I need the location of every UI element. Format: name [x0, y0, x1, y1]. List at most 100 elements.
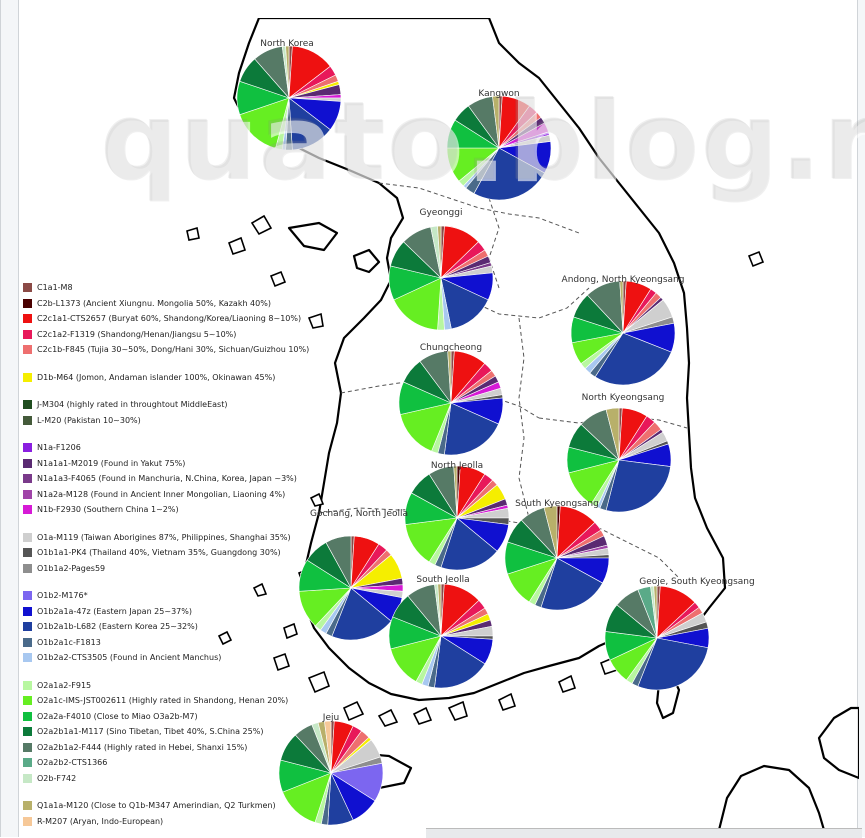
pie-slice — [492, 95, 500, 149]
pie-slice — [605, 407, 620, 461]
legend-item: J-M304 (highly rated in throughtout Midd… — [23, 397, 313, 413]
legend-swatch — [23, 505, 32, 515]
region-label: North Kyeongsang — [582, 393, 665, 403]
west-coast-islands — [287, 221, 339, 252]
island — [252, 582, 268, 597]
legend-item: O1b2-M176* — [23, 588, 313, 604]
haplogroup-legend: C1a1-M8 C2b-L1373 (Ancient Xiungnu. Mongo… — [23, 280, 313, 829]
region-pie: North Kyeongsang — [566, 393, 672, 513]
pie-slice — [325, 535, 352, 589]
legend-swatch — [23, 474, 32, 484]
legend-label: R-M207 (Aryan, Indo-European) — [37, 816, 164, 826]
region-pie: North Korea — [236, 39, 342, 151]
legend-item: N1a1a3-F4065 (Found in Manchuria, N.Chin… — [23, 471, 313, 487]
legend-item: D1b-M64 (Jomon, Andaman islander 100%, O… — [23, 370, 313, 386]
province-border — [488, 197, 500, 289]
pie-slice — [440, 517, 498, 571]
legend-swatch — [23, 329, 32, 339]
pie-slice — [473, 147, 545, 201]
pie-slice — [619, 280, 624, 334]
right-scrollbar-edge[interactable] — [857, 0, 865, 837]
legend-item: N1a2a-M128 (Found in Ancient Inner Mongo… — [23, 487, 313, 503]
legend-swatch — [23, 298, 32, 308]
island — [377, 708, 399, 727]
region-pie: Gyeonggi — [388, 208, 494, 331]
legend-item: O1a-M119 (Taiwan Aborigines 87%, Philipp… — [23, 530, 313, 546]
legend-label: O1b2a1b-L682 (Eastern Korea 25~32%) — [37, 622, 198, 632]
ulleungdo-island — [747, 250, 765, 268]
legend-item: O2b-F742 — [23, 771, 313, 787]
region-pie: Geoje, South Kyeongsang — [604, 577, 755, 691]
peninsula-outline — [232, 18, 727, 702]
legend-label: O1b1a1-PK4 (Thailand 40%, Vietnam 35%, G… — [37, 548, 281, 558]
region-label: Geoje, South Kyeongsang — [639, 577, 754, 587]
region-pie: South Jeolla — [388, 575, 494, 689]
pie-slice — [444, 402, 499, 456]
honshu-coast — [817, 706, 859, 780]
legend-swatch — [23, 758, 32, 768]
pie-slice — [393, 277, 442, 331]
pie-slice — [594, 332, 672, 386]
legend-label: O1a-M119 (Taiwan Aborigines 87%, Philipp… — [37, 532, 291, 542]
legend-label: O2a2b1a2-F444 (Highly rated in Hebei, Sh… — [37, 742, 248, 752]
island — [269, 270, 287, 288]
legend-item: O1b1a2-Pages59 — [23, 561, 313, 577]
region-label: North Jeolla — [431, 461, 483, 471]
pie-slice — [399, 402, 452, 452]
island — [227, 236, 247, 256]
region-label: North Korea — [260, 39, 314, 49]
legend-item: N1a1a1-M2019 (Found in Yakut 75%) — [23, 456, 313, 472]
legend-item: L-M20 (Pakistan 10~30%) — [23, 413, 313, 429]
legend-item: C2c1b-F845 (Tujia 30~50%, Dong/Hani 30%,… — [23, 342, 313, 358]
island — [557, 674, 577, 693]
legend-label: Q1a1a-M120 (Close to Q1b-M347 Amerindian… — [37, 801, 276, 811]
legend-swatch — [23, 680, 32, 690]
pie-slice — [453, 465, 458, 519]
pie-slice — [285, 45, 290, 99]
legend-label: N1b-F2930 (Southern China 1~2%) — [37, 505, 179, 515]
legend-item: O2a1c-IMS-JST002611 (Highly rated in Sha… — [23, 693, 313, 709]
pie-slice — [437, 225, 442, 279]
legend-label: O2a2b1a1-M117 (Sino Tibetan, Tibet 40%, … — [37, 727, 264, 737]
legend-item: C2c1a2-F1319 (Shandong/Henan/Jiangsu 5~1… — [23, 327, 313, 343]
legend-swatch — [23, 622, 32, 632]
region-label: South Kyeongsang — [515, 499, 599, 509]
legend-label: C2c1a2-F1319 (Shandong/Henan/Jiangsu 5~1… — [37, 329, 237, 339]
region-label: Gyeonggi — [420, 208, 463, 218]
legend-item: O1b2a2-CTS3505 (Found in Ancient Manchus… — [23, 650, 313, 666]
pie-chart-layer: North Korea Kangwon Gyeonggi Andong, North … — [236, 39, 755, 826]
island — [307, 670, 331, 694]
legend-swatch — [23, 563, 32, 573]
island — [307, 312, 324, 329]
region-pie: Andong, North Kyeongsang — [562, 275, 684, 386]
pie-slice — [324, 720, 332, 774]
legend-swatch — [23, 801, 32, 811]
legend-swatch — [23, 443, 32, 453]
region-label: Gochang, North Jeolla — [310, 509, 408, 519]
legend-swatch — [23, 696, 32, 706]
legend-swatch — [23, 548, 32, 558]
legend-item: R-M207 (Aryan, Indo-European) — [23, 814, 313, 830]
legend-swatch — [23, 314, 32, 324]
region-pie: Gochang, North Jeolla — [298, 509, 408, 641]
legend-label: O2b-F742 — [37, 773, 77, 783]
legend-label: C2b-L1373 (Ancient Xiungnu. Mongolia 50%… — [37, 298, 271, 308]
island — [309, 492, 325, 507]
legend-label: O2a2a-F4010 (Close to Miao O3a2b-M7) — [37, 711, 198, 721]
legend-item: C2b-L1373 (Ancient Xiungnu. Mongolia 50%… — [23, 296, 313, 312]
legend-swatch — [23, 489, 32, 499]
region-pie: North Jeolla — [404, 461, 510, 571]
legend-swatch — [23, 415, 32, 425]
legend-swatch — [23, 372, 32, 382]
island — [342, 700, 365, 722]
legend-item: O1b2a1b-L682 (Eastern Korea 25~32%) — [23, 619, 313, 635]
pie-slice — [331, 587, 392, 641]
legend-swatch — [23, 458, 32, 468]
pie-slice — [605, 459, 671, 513]
legend-label: J-M304 (highly rated in throughtout Midd… — [37, 400, 228, 410]
legend-label: C2c1b-F845 (Tujia 30~50%, Dong/Hani 30%,… — [37, 345, 310, 355]
legend-item: O2a2b1a2-F444 (Highly rated in Hebei, Sh… — [23, 740, 313, 756]
island — [217, 630, 233, 646]
legend-swatch — [23, 773, 32, 783]
legend-swatch — [23, 727, 32, 737]
